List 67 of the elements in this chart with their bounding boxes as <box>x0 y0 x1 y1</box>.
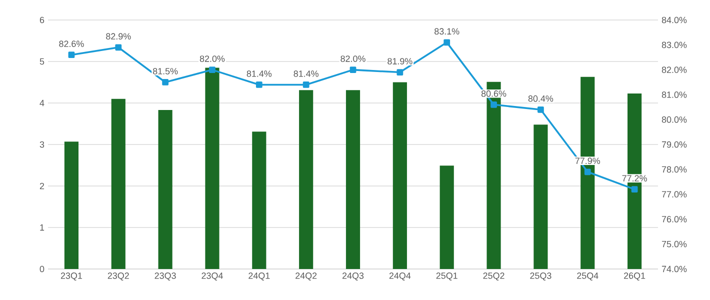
point <box>209 66 216 73</box>
x-tick-label: 25Q1 <box>436 272 458 280</box>
data-label: 82.0% <box>340 56 366 62</box>
bar <box>534 124 548 269</box>
x-tick-label: 24Q4 <box>389 272 411 280</box>
data-label: 82.9% <box>106 33 131 40</box>
y2-tick-label: 75.0% <box>662 240 687 248</box>
point <box>256 82 262 88</box>
data-label: 82.0% <box>200 56 225 62</box>
y-tick-label: 1 <box>40 224 44 231</box>
y2-tick-label: 82.0% <box>662 66 687 73</box>
y-tick-label: 3 <box>40 141 44 148</box>
x-tick-label: 23Q4 <box>202 272 223 280</box>
point <box>115 44 122 51</box>
y2-tick-label: 79.0% <box>662 141 687 148</box>
bar <box>440 166 454 269</box>
y2-tick-label: 76.0% <box>662 216 687 222</box>
point <box>584 168 591 176</box>
y2-tick-label: 81.0% <box>662 92 687 98</box>
y2-tick-label: 74.0% <box>662 266 687 272</box>
y2-tick-label: 84.0% <box>662 16 687 24</box>
x-tick-label: 24Q2 <box>296 272 317 280</box>
y-tick-label: 4 <box>40 100 44 106</box>
data-label: 81.9% <box>388 58 412 64</box>
x-tick-label: 23Q1 <box>60 272 82 280</box>
bar <box>299 90 314 269</box>
bar <box>64 142 78 269</box>
bar <box>205 68 220 269</box>
y2-tick-label: 80.0% <box>662 116 687 123</box>
y2-tick-label: 77.0% <box>662 191 687 198</box>
y-tick-label: 5 <box>40 58 44 65</box>
x-tick-label: 25Q4 <box>577 272 598 280</box>
bar <box>158 110 172 269</box>
data-label: 77.2% <box>622 175 647 182</box>
point <box>302 82 310 88</box>
x-tick-label: 23Q3 <box>154 272 176 280</box>
data-label: 77.9% <box>575 158 600 164</box>
point <box>444 39 450 46</box>
point <box>490 101 497 108</box>
bar <box>392 82 407 269</box>
y2-tick-label: 83.0% <box>662 42 687 48</box>
x-tick-label: 25Q2 <box>483 272 504 280</box>
y-tick-label: 0 <box>40 266 44 272</box>
point <box>631 186 638 193</box>
point <box>396 69 404 76</box>
point <box>68 52 75 58</box>
bar <box>252 132 266 269</box>
data-label: 81.5% <box>152 68 178 74</box>
y-tick-label: 6 <box>40 16 44 24</box>
x-tick-label: 24Q3 <box>342 272 364 280</box>
x-tick-label: 23Q2 <box>108 272 129 280</box>
data-label: 80.4% <box>528 95 554 102</box>
data-label: 81.4% <box>246 70 272 77</box>
data-label: 82.6% <box>59 40 84 47</box>
point <box>538 106 544 113</box>
bar <box>346 90 360 269</box>
bar <box>111 98 126 269</box>
x-tick-label: 24Q1 <box>248 272 270 280</box>
y-tick-label: 2 <box>40 182 44 190</box>
x-tick-label: 26Q1 <box>624 272 646 280</box>
data-label: 83.1% <box>434 28 460 35</box>
data-label: 80.6% <box>481 90 506 97</box>
y2-tick-label: 78.0% <box>662 166 687 173</box>
point <box>162 79 168 86</box>
data-label: 81.4% <box>294 70 318 77</box>
point <box>350 66 356 73</box>
x-tick-label: 25Q3 <box>530 272 552 280</box>
